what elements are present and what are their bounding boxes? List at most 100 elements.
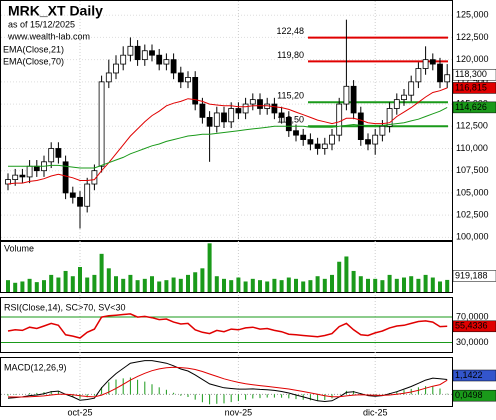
candle-body [235,108,242,114]
candle-body [55,148,62,158]
volume-bar [135,280,140,292]
candle-body [12,174,19,180]
candle-body [429,59,436,65]
candle-body [221,112,227,123]
candle-body [213,112,220,127]
volume-bar [63,270,68,292]
volume-bar [337,261,342,292]
candle-body [379,125,386,136]
value-tag-label: 55,4336 [455,321,488,331]
volume-bar [27,278,32,292]
candle-body [350,85,357,114]
volume-bar [438,281,442,292]
level-label: 115,20 [277,91,304,101]
volume-bar [402,277,406,292]
level-label: 119,80 [277,50,304,60]
y-tick-label: 100,000 [456,232,489,242]
value-tag-label: 1,1422 [455,370,483,380]
candle-body [206,116,213,127]
panel-title: MACD(12,26,9) [4,362,67,372]
volume-bar [222,278,226,292]
volume-bar [301,281,306,292]
candle-body [408,81,415,96]
volume-bar [265,281,270,292]
volume-bar [409,276,414,292]
rsi-panel [0,297,453,353]
volume-bar [322,278,327,292]
value-tag-label: 116,815 [455,82,487,92]
candle-body [127,45,134,56]
volume-bar [236,277,241,292]
volume-bar [207,243,212,292]
candle-body [401,94,407,101]
y-tick-label: 120,000 [456,54,489,64]
volume-bar [351,270,356,292]
volume-bar [315,276,320,292]
volume-bar [34,282,39,292]
candle-body [26,165,33,178]
candle-body [105,72,112,83]
volume-bar [250,278,255,292]
ema-line [7,87,448,185]
candle-body [185,77,191,83]
value-tag-label: 919,188 [455,270,488,280]
candle-body [170,59,177,74]
panel-title: RSI(Close,14), SC>70, SV<30 [4,302,126,312]
volume-bar [430,277,435,292]
value-tag [452,270,496,282]
candle-body [141,50,148,61]
candle-body [19,174,26,178]
volume-bar [106,268,111,292]
macd-line [7,360,448,403]
candle-body [156,54,163,65]
volume-bar [20,281,25,292]
candle-body [307,139,314,145]
level-label: 122,48 [276,26,304,36]
y-tick-label: 125,000 [456,10,489,20]
candle-body [192,77,199,105]
candle-body [84,183,91,207]
volume-bar [286,277,291,292]
candle-body [285,116,292,132]
legend-entry: EMA(Close,21) [3,44,64,54]
value-tag-label: 0,0498 [455,390,483,400]
candle-body [343,85,350,105]
candle-body [69,192,76,198]
candle-body [91,170,98,185]
x-tick-label: nov-25 [225,407,253,417]
candle-body [415,68,422,83]
candle-body [5,179,11,185]
candle-body [177,72,184,83]
candle-body [271,103,278,114]
value-tag [452,101,496,114]
volume-bar [178,278,183,292]
candle-body [321,143,328,149]
volume-bar [445,279,450,292]
candle-body [163,59,170,65]
value-tag [452,82,496,94]
volume-bar [92,274,97,292]
value-tag [452,389,496,402]
volume-bar [157,281,162,292]
volume-bar [330,274,334,292]
candle-body [77,196,83,207]
value-tag [452,68,496,81]
volume-bar [42,280,46,292]
candle-body [120,54,127,65]
value-tag [452,320,496,333]
volume-bar [164,280,169,292]
x-tick-label: oct-25 [67,407,92,417]
volume-bar [85,277,90,292]
candle-body [444,74,451,83]
macd-line [7,366,448,398]
candle-body [300,134,307,141]
volume-bar [13,282,18,292]
candle-body [437,63,443,83]
panel-title: www.wealth-lab.com [7,31,90,41]
candle-body [242,103,249,114]
volume-bar [99,253,104,292]
candle-body [365,139,371,145]
candle-body [257,99,263,109]
macd-panel [0,357,453,407]
